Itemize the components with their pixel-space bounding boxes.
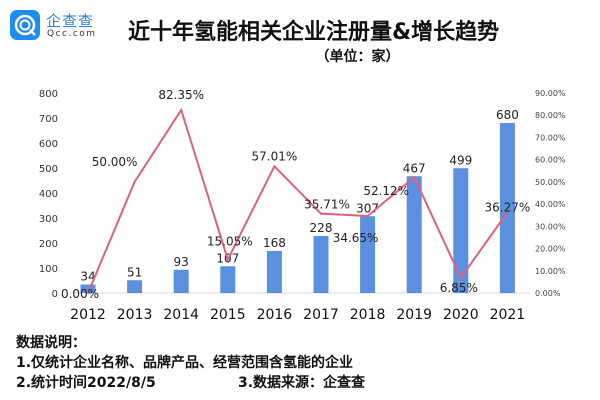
growth-rate-label: 35.71% [304,198,350,212]
growth-rate-label: 50.00% [92,155,138,169]
chart-title: 近十年氢能相关企业注册量&增长趋势 [128,20,500,45]
bar [173,269,189,293]
notes-heading: 数据说明： [16,335,86,351]
line-point [273,165,276,168]
bar [499,123,515,293]
bar [80,284,96,293]
qcc-logo-icon [10,10,40,40]
logo-text-cn: 企查查 [46,12,95,30]
line-point [320,212,322,215]
growth-rate-label: 0.00% [61,287,99,301]
x-tick-label: 2021 [490,307,526,323]
qcc-logo: 企查查 Qcc.com [10,10,105,42]
y-right-tick: 40.00% [535,200,566,209]
y-left-tick: 100 [39,264,58,275]
growth-rate-label: 15.05% [207,235,253,249]
bar [406,176,422,293]
y-left-tick: 600 [39,139,58,150]
bar-value-label: 168 [263,236,286,250]
y-right-tick: 90.00% [535,89,566,98]
line-point [506,211,509,214]
line-point [87,292,89,294]
line-point [180,109,183,111]
y-right-tick: 80.00% [535,111,566,120]
y-left-tick: 200 [39,239,58,250]
line-point [459,276,462,279]
y-left-tick: 0 [52,289,58,300]
bar-value-label: 467 [403,161,426,175]
bar-value-label: 499 [449,153,472,167]
bar [127,280,143,293]
y-right-tick: 0.00% [535,289,561,298]
y-right-tick: 10.00% [535,267,566,276]
y-right-tick: 30.00% [535,222,566,231]
y-right-tick: 20.00% [535,245,566,254]
growth-rate-label: 52.12% [363,184,409,198]
growth-rate-label: 57.01% [252,149,298,163]
line-point [413,176,416,179]
x-tick-label: 2018 [350,307,386,323]
growth-rate-label: 82.35% [158,88,204,102]
bar-value-label: 93 [174,255,189,269]
y-right-tick: 70.00% [535,133,566,142]
y-right-tick: 60.00% [535,156,566,165]
y-left-tick: 300 [39,214,58,225]
x-tick-label: 2019 [396,307,432,323]
bar-value-label: 34 [80,270,95,284]
x-tick-label: 2015 [210,307,246,323]
bar-value-label: 228 [310,221,333,235]
notes-line-3: 3.数据来源：企查查 [238,375,366,391]
bar-value-label: 51 [127,265,142,279]
bar [360,216,376,293]
y-left-tick: 800 [39,89,58,100]
y-left-tick: 500 [39,164,58,175]
chart-subtitle: （单位：家） [315,49,400,65]
x-tick-label: 2016 [257,307,293,323]
notes-line-2: 2.统计时间2022/8/5 [16,375,156,391]
growth-rate-label: 6.85% [440,281,478,295]
line-point [366,215,369,217]
line-point [226,258,229,261]
growth-rate-label: 36.27% [485,200,531,214]
bar [453,168,469,293]
bar [313,236,329,293]
growth-rate-line [87,107,509,294]
y-left-tick: 400 [39,189,58,200]
x-tick-label: 2014 [163,307,199,323]
bar [266,251,282,293]
bar-value-label: 680 [496,108,519,122]
line-point [133,180,136,183]
x-tick-label: 2012 [70,307,106,323]
growth-rate-label: 34.65% [333,231,379,245]
notes-line-1: 1.仅统计企业名称、品牌产品、经营范围含氢能的企业 [16,355,354,371]
logo-text-en: Qcc.com [47,29,97,39]
x-tick-label: 2017 [303,307,339,323]
y-left-tick: 700 [39,114,58,125]
x-tick-label: 2013 [117,307,153,323]
y-right-tick: 50.00% [535,178,566,187]
x-tick-label: 2020 [443,307,479,323]
bar [220,266,236,293]
